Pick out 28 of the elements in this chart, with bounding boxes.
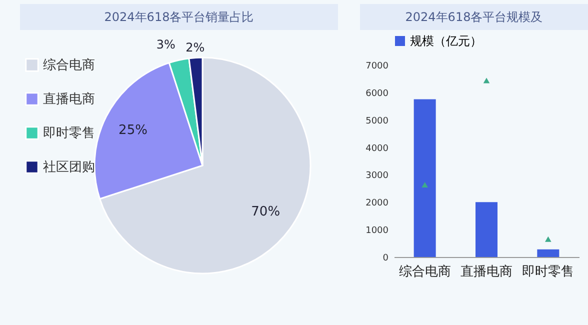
legend-label: 直播电商 <box>43 92 95 107</box>
data-label: 3% <box>156 37 176 52</box>
point <box>545 236 552 242</box>
y-tick-label: 6000 <box>366 88 389 99</box>
point <box>422 182 428 188</box>
x-tick-label: 直播电商 <box>460 264 512 280</box>
data-label: 25% <box>118 123 148 138</box>
legend-label: 综合电商 <box>43 58 95 73</box>
y-tick-label: 7000 <box>366 62 389 72</box>
chart-title: 2024年618各平台销量占比 <box>20 4 338 30</box>
y-tick-label: 4000 <box>366 144 389 154</box>
bar <box>414 99 436 257</box>
data-label: 2% <box>186 40 205 55</box>
bar <box>537 249 560 257</box>
x-tick-label: 即时零售 <box>522 264 574 280</box>
data-label: 70% <box>251 204 280 220</box>
y-tick-label: 3000 <box>366 171 389 182</box>
point <box>483 78 490 84</box>
y-tick-label: 0 <box>382 254 389 264</box>
x-tick-label: 综合电商 <box>398 264 451 280</box>
bar <box>476 202 498 257</box>
y-tick-label: 2000 <box>366 198 389 209</box>
legend-label: 即时零售 <box>43 126 95 141</box>
chart-title: 2024年618各平台规模及 <box>360 4 588 30</box>
legend-label: 规模（亿元） <box>410 34 482 48</box>
legend-label: 社区团购 <box>43 160 95 175</box>
y-tick-label: 5000 <box>366 116 389 126</box>
y-tick-label: 1000 <box>366 226 389 236</box>
